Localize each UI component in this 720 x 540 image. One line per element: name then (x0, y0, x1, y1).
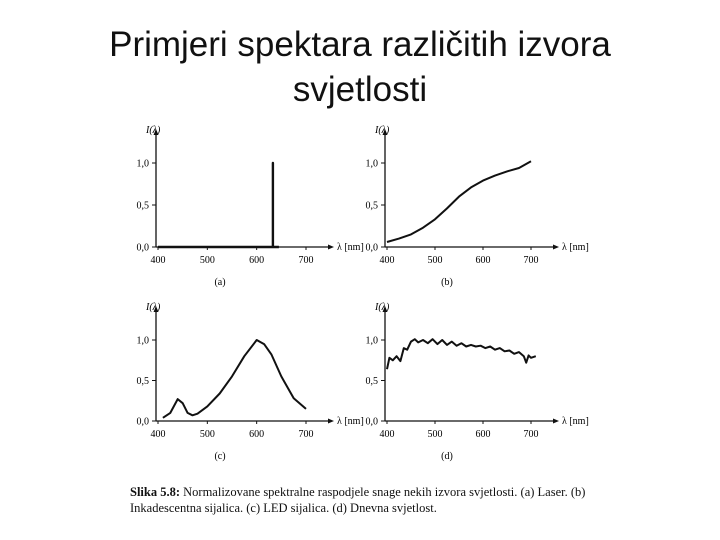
y-axis-arrow (382, 306, 388, 312)
y-tick-label: 0,0 (137, 243, 150, 254)
chart-panel-1: I(λ) λ [nm] 0,0 0,5 1,0 400 500 600 700 (a) (137, 125, 364, 288)
y-axis-label: I(λ) (145, 125, 161, 136)
panel-label: (c) (214, 451, 225, 462)
y-axis-label: I(λ) (374, 302, 390, 313)
panel-label: (d) (441, 451, 453, 462)
spectrum-line (158, 161, 279, 249)
y-tick-label: 0,0 (366, 243, 379, 254)
x-tick-label: 500 (428, 255, 443, 266)
x-axis-label: λ [nm] (337, 416, 364, 427)
chart-panel-3: I(λ) λ [nm] 0,0 0,5 1,0 400 500 600 700 (c) (137, 302, 364, 462)
x-tick-label: 500 (428, 429, 443, 440)
caption-text: Normalizovane spektralne raspodjele snag… (130, 485, 586, 515)
x-tick-label: 600 (476, 429, 491, 440)
y-axis-arrow (153, 306, 159, 312)
x-tick-label: 600 (476, 255, 491, 266)
x-axis-label: λ [nm] (562, 242, 589, 253)
x-axis-label: λ [nm] (562, 416, 589, 427)
x-axis-arrow (553, 418, 559, 424)
spectrum-line (162, 339, 307, 419)
x-axis-arrow (328, 418, 334, 424)
x-tick-label: 700 (299, 429, 314, 440)
x-tick-label: 700 (524, 429, 539, 440)
y-tick-label: 0,5 (137, 376, 150, 387)
x-tick-label: 600 (249, 429, 264, 440)
x-axis-arrow (553, 244, 559, 250)
x-axis-arrow (328, 244, 334, 250)
x-tick-label: 600 (249, 255, 264, 266)
y-tick-label: 1,0 (366, 336, 379, 347)
y-tick-label: 0,5 (366, 376, 379, 387)
spectrum-line (386, 160, 532, 243)
y-axis-arrow (153, 129, 159, 135)
x-tick-label: 400 (151, 429, 166, 440)
y-tick-label: 1,0 (137, 336, 150, 347)
chart-panel-4: I(λ) λ [nm] 0,0 0,5 1,0 400 500 600 700 (d) (366, 302, 589, 462)
x-tick-label: 700 (524, 255, 539, 266)
y-tick-label: 0,0 (366, 417, 379, 428)
y-axis-arrow (382, 129, 388, 135)
panel-label: (a) (214, 277, 225, 288)
x-tick-label: 700 (299, 255, 314, 266)
x-tick-label: 400 (380, 255, 395, 266)
slide-title: Primjeri spektara različitih izvora svje… (0, 22, 720, 112)
slide-title-line-1: Primjeri spektara različitih izvora (109, 25, 611, 64)
y-tick-label: 1,0 (366, 159, 379, 170)
y-tick-label: 1,0 (137, 159, 150, 170)
x-tick-label: 400 (380, 429, 395, 440)
x-axis-label: λ [nm] (337, 242, 364, 253)
x-tick-label: 500 (200, 429, 215, 440)
slide-title-line-2: svjetlosti (292, 70, 428, 109)
x-tick-label: 500 (200, 255, 215, 266)
figure-caption: Slika 5.8: Normalizovane spektralne rasp… (130, 484, 600, 516)
y-axis-label: I(λ) (374, 125, 390, 136)
caption-label: Slika 5.8: (130, 485, 181, 499)
y-axis-label: I(λ) (145, 302, 161, 313)
panel-label: (b) (441, 277, 453, 288)
spectrum-line (386, 338, 537, 370)
y-tick-label: 0,5 (366, 201, 379, 212)
y-tick-label: 0,5 (137, 201, 150, 212)
x-tick-label: 400 (151, 255, 166, 266)
chart-panel-2: I(λ) λ [nm] 0,0 0,5 1,0 400 500 600 700 (b) (366, 125, 589, 288)
y-tick-label: 0,0 (137, 417, 150, 428)
